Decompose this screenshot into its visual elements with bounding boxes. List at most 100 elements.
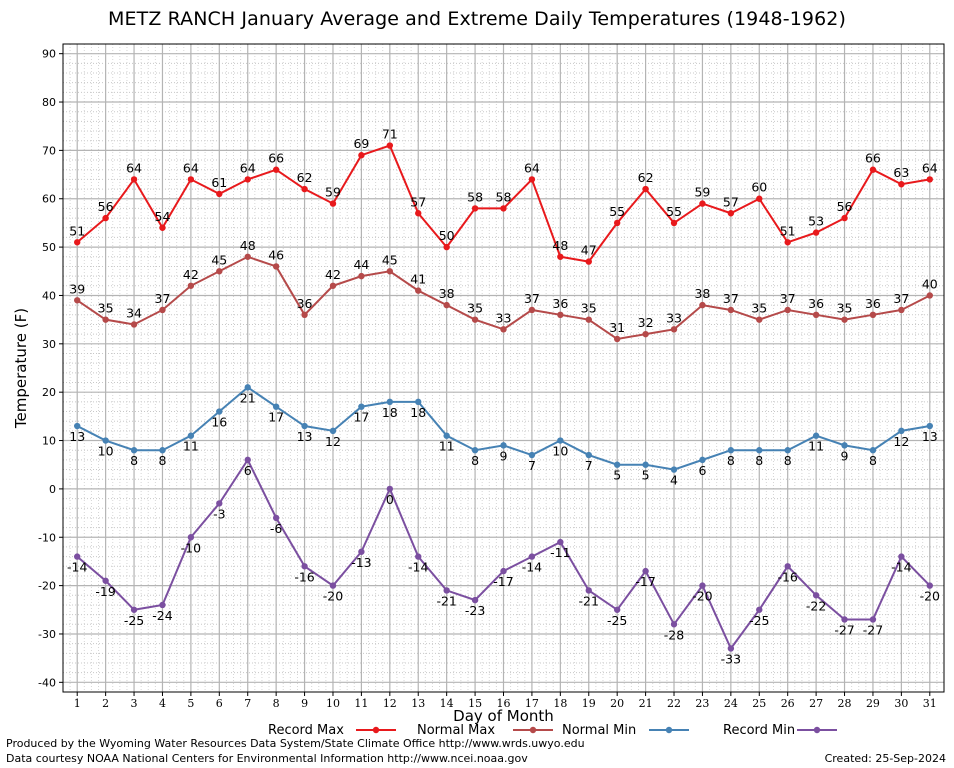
record-min-point — [74, 553, 81, 560]
record-min-point — [642, 567, 649, 575]
normal-max-data-label: 40 — [922, 276, 938, 291]
normal-min-data-label: 10 — [98, 444, 114, 459]
y-tick-label: -40 — [38, 676, 56, 689]
y-tick-label: 20 — [42, 386, 56, 399]
record-max-point — [670, 219, 678, 227]
record-max-data-label: 64 — [126, 160, 142, 175]
record-max-data-label: 57 — [723, 194, 739, 209]
normal-max-data-label: 33 — [666, 310, 682, 325]
normal-max-data-label: 45 — [211, 252, 227, 267]
record-max-data-label: 66 — [865, 151, 881, 166]
record-min-data-label: -27 — [834, 622, 854, 637]
record-max-data-label: 63 — [893, 165, 909, 180]
x-tick-label: 27 — [809, 697, 823, 710]
normal-max-point — [727, 306, 735, 314]
record-min-data-label: -16 — [294, 569, 314, 584]
y-tick-label: 30 — [42, 338, 56, 351]
x-tick-label: 30 — [894, 697, 908, 710]
normal-max-data-label: 42 — [325, 267, 341, 282]
normal-min-point — [74, 422, 81, 430]
normal-max-data-label: 45 — [382, 252, 398, 267]
y-tick-label: 40 — [42, 289, 56, 302]
record-max-data-label: 51 — [780, 223, 796, 238]
record-min-data-label: -17 — [493, 574, 513, 589]
normal-min-point — [926, 422, 933, 430]
normal-max-data-label: 44 — [353, 257, 369, 272]
normal-max-point — [130, 321, 138, 328]
normal-min-data-label: 11 — [183, 439, 199, 454]
record-min-point — [557, 538, 564, 546]
record-max-point — [841, 214, 848, 222]
normal-max-data-label: 36 — [808, 296, 824, 311]
record-max-data-label: 58 — [467, 189, 483, 204]
record-max-point — [812, 229, 820, 236]
record-max-point — [216, 190, 223, 198]
record-min-point — [358, 548, 365, 555]
y-tick-label: 90 — [42, 48, 56, 61]
normal-min-data-label: 8 — [727, 453, 735, 468]
record-min-data-label: -3 — [213, 506, 225, 521]
record-min-point — [613, 606, 621, 613]
normal-max-point — [443, 301, 450, 309]
normal-max-data-label: 35 — [467, 301, 483, 316]
normal-min-data-label: 5 — [613, 468, 621, 483]
normal-min-point — [613, 461, 621, 468]
normal-max-point — [244, 253, 251, 260]
normal-max-point — [528, 306, 536, 314]
normal-min-point — [699, 456, 706, 464]
record-min-data-label: 0 — [386, 492, 394, 507]
normal-max-data-label: 31 — [609, 320, 625, 335]
record-max-data-label: 66 — [268, 151, 284, 166]
normal-min-point — [642, 461, 649, 468]
x-tick-label: 23 — [695, 697, 709, 710]
record-min-data-label: -13 — [351, 555, 371, 570]
normal-min-point — [329, 427, 337, 435]
y-tick-label: 50 — [42, 241, 56, 254]
record-max-point — [869, 166, 877, 173]
normal-min-data-label: 16 — [211, 415, 227, 430]
normal-max-data-label: 37 — [723, 291, 739, 306]
legend-label-normal-min: Normal Min — [562, 723, 636, 738]
x-tick-label: 18 — [553, 697, 567, 710]
normal-min-point — [216, 408, 223, 415]
normal-max-data-label: 38 — [439, 286, 455, 301]
x-tick-label: 9 — [301, 697, 308, 710]
normal-max-data-label: 37 — [524, 291, 540, 306]
y-tick-label: -20 — [38, 580, 56, 593]
record-min-point — [216, 500, 223, 507]
x-tick-label: 2 — [102, 697, 109, 710]
normal-min-point — [557, 437, 564, 444]
x-tick-label: 17 — [525, 697, 539, 710]
normal-min-data-label: 5 — [642, 468, 650, 483]
normal-max-data-label: 37 — [155, 291, 171, 306]
normal-max-data-label: 46 — [268, 247, 284, 262]
normal-min-point — [102, 437, 109, 444]
record-max-data-label: 71 — [382, 127, 398, 142]
normal-min-point — [500, 442, 507, 449]
y-tick-label: 80 — [42, 96, 56, 109]
record-max-data-label: 64 — [922, 160, 938, 175]
record-min-data-label: -17 — [635, 574, 655, 589]
record-min-point — [415, 553, 422, 560]
y-tick-label: -30 — [38, 628, 56, 641]
y-tick-label: -10 — [38, 531, 56, 544]
record-min-point — [244, 456, 251, 464]
record-max-point — [613, 219, 621, 227]
record-min-data-label: -14 — [522, 560, 542, 575]
chart-title: METZ RANCH January Average and Extreme D… — [108, 8, 846, 30]
record-min-data-label: -14 — [408, 560, 428, 575]
normal-max-data-label: 34 — [126, 305, 142, 320]
normal-min-data-label: 17 — [268, 410, 284, 425]
x-tick-label: 5 — [187, 697, 194, 710]
record-min-data-label: -20 — [323, 589, 343, 604]
record-min-point — [102, 577, 109, 584]
normal-min-point — [898, 427, 905, 435]
normal-max-point — [500, 326, 507, 333]
y-tick-label: 0 — [49, 483, 56, 496]
normal-max-data-label: 36 — [297, 296, 313, 311]
normal-min-data-label: 11 — [439, 439, 455, 454]
normal-min-data-label: 12 — [325, 434, 341, 449]
